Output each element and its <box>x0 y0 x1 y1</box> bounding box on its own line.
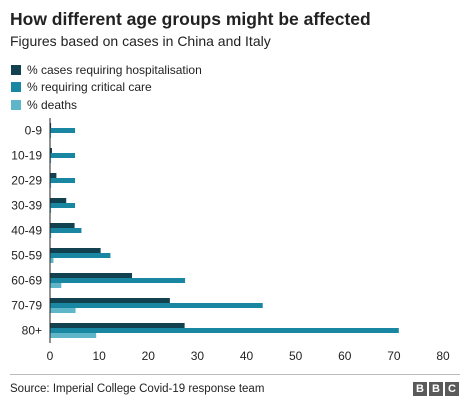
bar-critical-care <box>50 178 76 183</box>
x-tick-label: 40 <box>240 349 254 363</box>
x-tick-label: 10 <box>92 349 106 363</box>
bar-critical-care <box>50 253 111 258</box>
bar-deaths <box>50 283 62 288</box>
x-tick-label: 70 <box>387 349 401 363</box>
bar-hospitalisation <box>50 248 101 253</box>
bar-deaths <box>50 133 52 138</box>
bar-critical-care <box>50 303 263 308</box>
bar-deaths <box>50 233 52 238</box>
bar-deaths <box>50 208 52 213</box>
bbc-logo: B B C <box>413 382 459 396</box>
legend-swatch-critical-care <box>11 82 21 93</box>
chart-title: How different age groups might be affect… <box>10 9 371 29</box>
bar-deaths <box>50 258 54 263</box>
bbc-logo-letter: B <box>429 382 443 396</box>
bar-hospitalisation <box>50 223 75 228</box>
bar-critical-care <box>50 128 76 133</box>
footer-divider <box>10 374 460 375</box>
y-tick-label: 0-9 <box>25 124 43 138</box>
bbc-logo-letter: B <box>413 382 427 396</box>
chart-subtitle: Figures based on cases in China and Ital… <box>10 33 271 49</box>
bar-hospitalisation <box>50 298 170 303</box>
bar-hospitalisation <box>50 148 52 153</box>
x-tick-label: 60 <box>338 349 352 363</box>
legend: % cases requiring hospitalisation % requ… <box>11 61 202 114</box>
bar-deaths <box>50 158 52 163</box>
legend-item-deaths: % deaths <box>11 96 202 114</box>
legend-item-critical-care: % requiring critical care <box>11 79 202 97</box>
bar-hospitalisation <box>50 198 67 203</box>
bar-critical-care <box>50 278 186 283</box>
x-tick-label: 80 <box>436 349 450 363</box>
bar-critical-care <box>50 228 82 233</box>
y-tick-label: 50-59 <box>11 249 42 263</box>
legend-label-critical-care: % requiring critical care <box>27 80 152 95</box>
y-tick-label: 30-39 <box>11 199 42 213</box>
bar-hospitalisation <box>50 173 57 178</box>
legend-swatch-hospitalisation <box>11 64 21 75</box>
bar-hospitalisation <box>50 123 52 128</box>
bar-deaths <box>50 333 97 338</box>
y-tick-label: 40-49 <box>11 224 42 238</box>
x-tick-label: 0 <box>47 349 54 363</box>
bar-deaths <box>50 308 76 313</box>
legend-label-hospitalisation: % cases requiring hospitalisation <box>27 62 202 77</box>
legend-item-hospitalisation: % cases requiring hospitalisation <box>11 61 202 79</box>
y-tick-label: 10-19 <box>11 149 42 163</box>
y-tick-label: 20-29 <box>11 174 42 188</box>
x-tick-label: 20 <box>142 349 156 363</box>
legend-label-deaths: % deaths <box>27 97 78 112</box>
legend-swatch-deaths <box>11 99 21 110</box>
bar-deaths <box>50 183 52 188</box>
bar-critical-care <box>50 203 76 208</box>
y-tick-label: 60-69 <box>11 274 42 288</box>
bbc-logo-letter: C <box>445 382 459 396</box>
bar-hospitalisation <box>50 273 133 278</box>
source-note: Source: Imperial College Covid-19 respon… <box>10 383 265 395</box>
bar-critical-care <box>50 153 76 158</box>
y-tick-label: 70-79 <box>11 299 42 313</box>
x-tick-label: 50 <box>289 349 303 363</box>
bar-critical-care <box>50 328 399 333</box>
bar-hospitalisation <box>50 323 185 328</box>
y-tick-label: 80+ <box>22 324 42 338</box>
x-tick-label: 30 <box>191 349 205 363</box>
